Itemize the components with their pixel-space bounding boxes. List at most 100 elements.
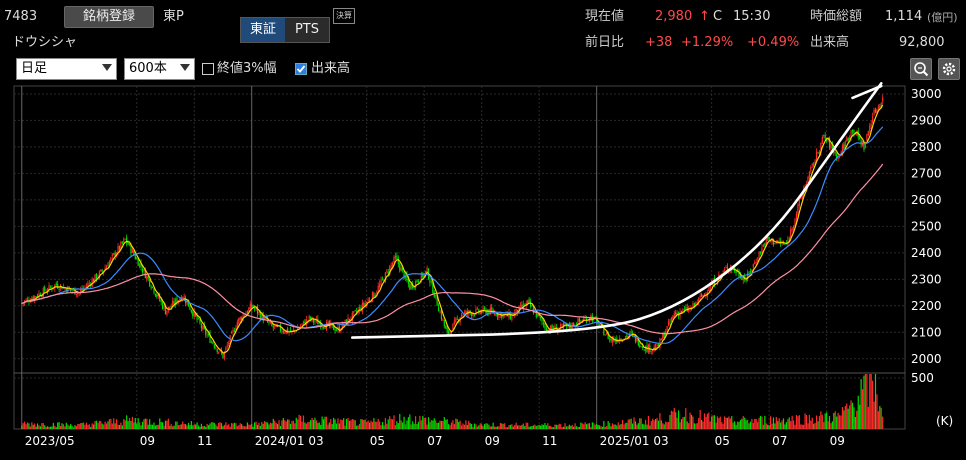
close3-checkbox[interactable] (202, 63, 214, 75)
candle-body (797, 204, 799, 213)
volume-bar (463, 424, 466, 429)
bars-value: 600本 (129, 61, 167, 76)
price-tick-label: 3000 (911, 87, 942, 101)
volume-bar (44, 425, 46, 429)
volume-bar (637, 423, 639, 429)
candle-body (656, 344, 658, 349)
candle-body (272, 326, 274, 328)
volume-bar (529, 426, 532, 429)
volume-bar (473, 423, 476, 429)
candle-body (248, 307, 250, 312)
candle-body (386, 270, 388, 272)
volume-bar (274, 420, 276, 429)
close-flag: C (713, 9, 723, 24)
volume-bar (354, 420, 356, 429)
volume-bar (644, 419, 647, 429)
candle-body (860, 139, 862, 145)
volume-bar (587, 423, 589, 429)
candle-body (440, 310, 443, 320)
candle-body (791, 228, 793, 231)
volume-bar (104, 421, 106, 429)
volume-bar (350, 420, 352, 429)
volume-bar (95, 420, 98, 429)
volume-bar (200, 423, 203, 429)
tab-tse[interactable]: 東証 (241, 18, 285, 42)
volume-max-label: 500 (911, 371, 934, 385)
volume-bar (728, 416, 730, 429)
volume-bar (488, 424, 490, 429)
candle-body (666, 326, 668, 333)
volume-bar (279, 425, 282, 429)
candle-body (456, 318, 458, 320)
volume-bar (723, 416, 726, 429)
candle-body (48, 285, 50, 290)
register-button[interactable]: 銘柄登録 (64, 6, 154, 28)
volume-bar (551, 427, 553, 429)
volume-bar (213, 422, 215, 429)
candle-body (538, 314, 540, 317)
candle-body (361, 302, 363, 312)
candle-body (654, 347, 657, 351)
zoom-button[interactable] (910, 58, 932, 80)
candle-body (228, 343, 230, 344)
volume-bar (772, 417, 775, 429)
candle-body (521, 304, 523, 308)
volume-checkbox[interactable] (295, 63, 307, 75)
volume-bar (216, 426, 218, 429)
tab-pts[interactable]: PTS (294, 22, 320, 37)
volume-bar (275, 422, 277, 429)
candle-body (443, 320, 445, 326)
volume-bar (699, 410, 701, 429)
volume-bar (853, 407, 855, 429)
volume-bar (338, 423, 340, 429)
volume-bar (133, 422, 135, 429)
candle-body (498, 313, 500, 318)
candle-body (75, 294, 77, 296)
candle-body (426, 267, 428, 273)
candle-body (688, 308, 690, 311)
volume-bar (85, 422, 88, 429)
volume-bar (552, 427, 555, 429)
bars-select[interactable]: 600本 (124, 58, 195, 80)
volume-bar (768, 425, 770, 429)
candle-body (417, 280, 420, 283)
volume-bar (436, 423, 438, 429)
volume-bar (527, 422, 529, 429)
volume-bar (751, 418, 753, 429)
period-select[interactable]: 日足 (16, 58, 117, 80)
candle-body (389, 266, 391, 275)
volume-bar (120, 422, 122, 429)
volume-bar (407, 417, 409, 429)
volume-bar (430, 420, 432, 429)
candle-body (758, 252, 760, 261)
volume-bar (97, 422, 99, 429)
volume-bar (47, 426, 49, 429)
volume-bar (68, 425, 70, 429)
volume-bar (677, 410, 680, 429)
volume-bar (873, 401, 875, 429)
candle-body (634, 334, 637, 342)
volume-bar (711, 416, 713, 429)
candle-body (367, 299, 369, 302)
volume-bar (460, 425, 463, 429)
volume-value: 92,800 (899, 35, 945, 50)
volume-bar (826, 412, 828, 429)
candle-body (843, 144, 845, 150)
candle-body (269, 322, 272, 323)
time-tick-label: 09 (830, 434, 845, 448)
up-arrow-icon: ↑ (699, 9, 710, 24)
volume-bar (356, 425, 358, 429)
volume-bar (673, 407, 675, 429)
volume-bar (324, 416, 326, 429)
volume-bar (601, 426, 604, 429)
candle-body (815, 151, 818, 162)
volume-bar (343, 418, 345, 429)
volume-bar (163, 425, 165, 429)
settlement-badge[interactable]: 決算 (333, 8, 355, 24)
volume-bar (742, 416, 744, 429)
volume-bar (70, 424, 72, 429)
settings-button[interactable] (938, 58, 960, 80)
volume-bar (495, 426, 497, 429)
candle-body (673, 313, 675, 318)
